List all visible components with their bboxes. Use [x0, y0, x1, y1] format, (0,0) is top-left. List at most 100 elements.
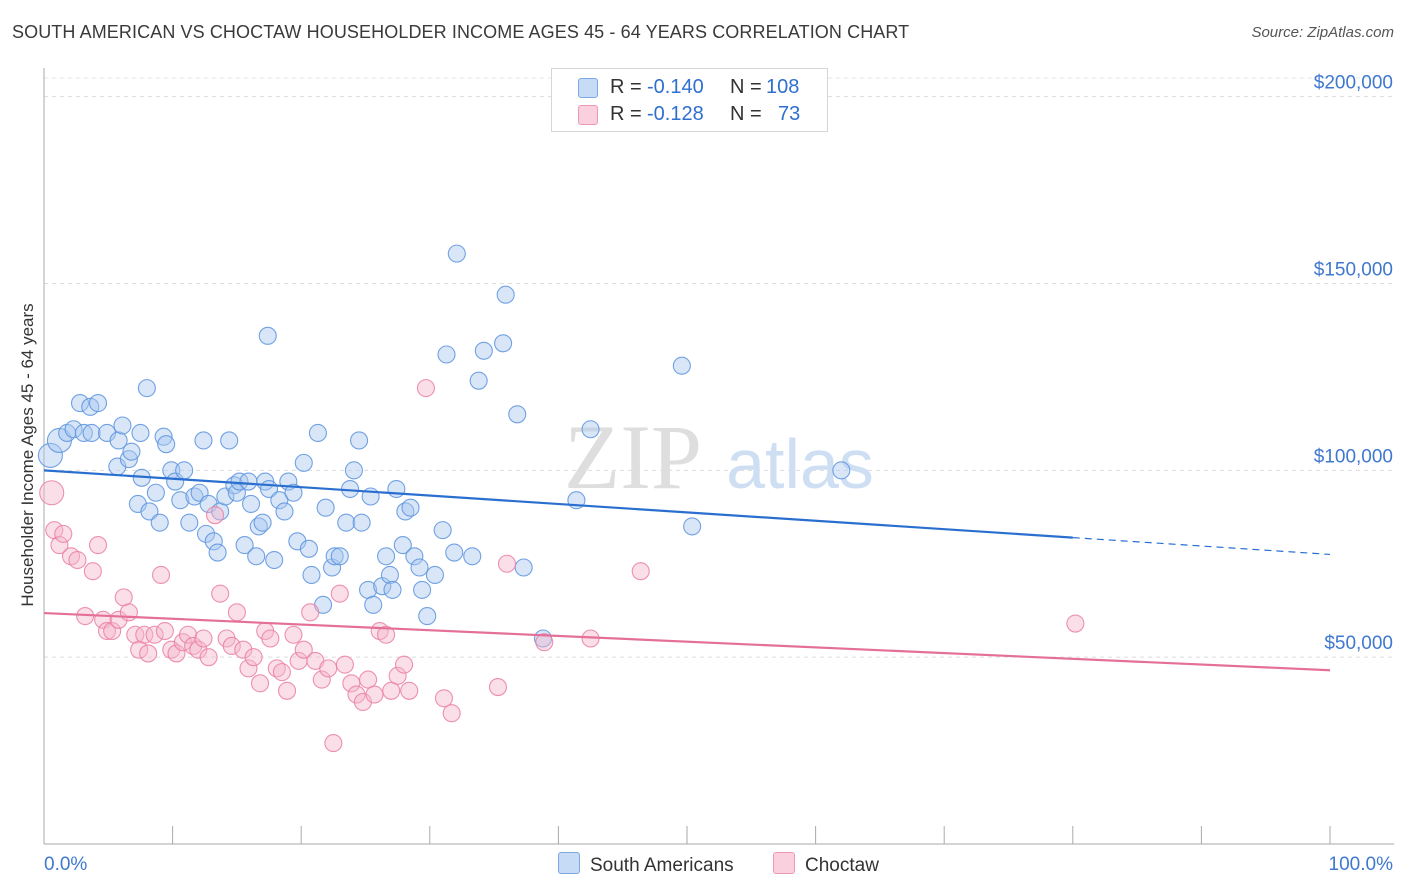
- point-south-american: [683, 517, 702, 536]
- point-south-american: [258, 326, 277, 345]
- point-south-american: [383, 580, 402, 599]
- point-south-american: [70, 394, 90, 413]
- point-choctaw: [388, 666, 407, 685]
- point-south-american: [265, 550, 284, 570]
- trend-line-south-americans-extension: [1072, 537, 1331, 556]
- point-south-american: [113, 416, 132, 435]
- point-south-american: [344, 461, 363, 480]
- trend-lines: [43, 469, 1331, 672]
- point-south-american: [330, 547, 349, 566]
- point-south-american: [194, 431, 213, 450]
- point-south-american: [140, 502, 159, 521]
- point-south-american: [157, 435, 176, 454]
- legend-n-value: 73: [778, 103, 801, 125]
- point-south-american: [122, 442, 141, 461]
- point-south-american: [37, 442, 63, 468]
- point-choctaw: [88, 536, 108, 555]
- point-south-american: [204, 532, 223, 551]
- chart-title: SOUTH AMERICAN VS CHOCTAW HOUSEHOLDER IN…: [12, 22, 910, 42]
- point-south-american: [350, 431, 369, 450]
- point-south-american: [241, 494, 261, 514]
- series-south-americans: [37, 244, 851, 648]
- point-choctaw: [400, 681, 419, 700]
- legend-r-value: -0.140: [647, 76, 704, 98]
- point-choctaw: [377, 625, 396, 644]
- point-choctaw: [324, 734, 343, 753]
- point-south-american: [437, 345, 456, 364]
- y-tick-label: $50,000: [1324, 633, 1393, 654]
- point-south-american: [387, 479, 406, 499]
- point-choctaw: [139, 644, 158, 663]
- point-south-american: [64, 420, 83, 439]
- point-south-american: [377, 547, 396, 566]
- point-south-american: [581, 420, 600, 439]
- point-south-american: [88, 394, 108, 413]
- point-south-american: [393, 536, 412, 555]
- point-choctaw: [39, 480, 65, 506]
- point-choctaw: [227, 603, 246, 622]
- y-tick-label: $100,000: [1314, 446, 1393, 467]
- point-choctaw: [155, 621, 174, 641]
- watermark-zip: ZIP: [564, 406, 702, 508]
- point-south-american: [405, 547, 424, 566]
- point-south-american: [352, 513, 371, 532]
- point-choctaw: [442, 704, 461, 723]
- point-choctaw: [434, 689, 453, 708]
- point-south-american: [253, 513, 272, 532]
- point-choctaw: [395, 655, 414, 674]
- point-choctaw: [294, 640, 313, 659]
- point-south-american: [514, 558, 533, 577]
- point-choctaw: [284, 625, 303, 644]
- point-south-american: [284, 483, 303, 502]
- point-south-american: [227, 483, 246, 502]
- trend-line-choctaw: [43, 611, 1331, 672]
- point-south-american: [208, 543, 227, 562]
- source-label: Source: ZipAtlas.com: [1251, 24, 1394, 41]
- point-south-american: [433, 521, 452, 540]
- point-choctaw: [244, 648, 263, 667]
- x-tick-label: 100.0%: [1329, 854, 1394, 875]
- legend-n-label: N =: [730, 76, 762, 98]
- legend-swatch-choctaw: [578, 105, 598, 125]
- point-choctaw: [135, 625, 154, 644]
- legend-r-value: -0.128: [647, 103, 704, 125]
- point-south-american: [413, 580, 432, 599]
- bottom-legend-south-americans: South Americans: [558, 852, 734, 877]
- point-south-american: [220, 431, 239, 450]
- bottom-legend-label-choctaw: Choctaw: [805, 855, 879, 876]
- point-south-american: [316, 498, 335, 517]
- point-south-american: [445, 543, 464, 562]
- point-choctaw: [119, 603, 138, 622]
- point-south-american: [308, 423, 327, 443]
- point-south-american: [247, 547, 266, 566]
- point-choctaw: [103, 621, 122, 641]
- point-south-american: [235, 536, 254, 555]
- point-south-american: [401, 498, 420, 517]
- bottom-legend-label-south-americans: South Americans: [590, 855, 734, 876]
- point-south-american: [447, 244, 466, 263]
- watermark-atlas: atlas: [726, 425, 874, 503]
- point-south-american: [270, 491, 289, 510]
- point-choctaw: [347, 685, 366, 704]
- bottom-legend-swatch-south-americans: [558, 852, 580, 874]
- point-choctaw: [416, 379, 435, 398]
- point-choctaw: [319, 659, 338, 678]
- point-choctaw: [535, 633, 554, 652]
- point-south-american: [380, 565, 399, 585]
- point-south-american: [410, 558, 429, 577]
- point-south-american: [418, 607, 437, 626]
- point-south-american: [154, 427, 173, 446]
- point-choctaw: [167, 644, 186, 663]
- gridlines: [44, 77, 1394, 658]
- point-south-american: [239, 472, 258, 491]
- point-south-american: [74, 423, 93, 443]
- point-choctaw: [189, 640, 208, 659]
- point-choctaw: [68, 550, 87, 570]
- point-choctaw: [50, 536, 69, 555]
- point-south-american: [150, 513, 169, 532]
- point-choctaw: [205, 506, 225, 525]
- bottom-legend-swatch-choctaw: [773, 852, 795, 874]
- point-south-american: [171, 491, 190, 510]
- legend-n-value: 108: [766, 76, 800, 98]
